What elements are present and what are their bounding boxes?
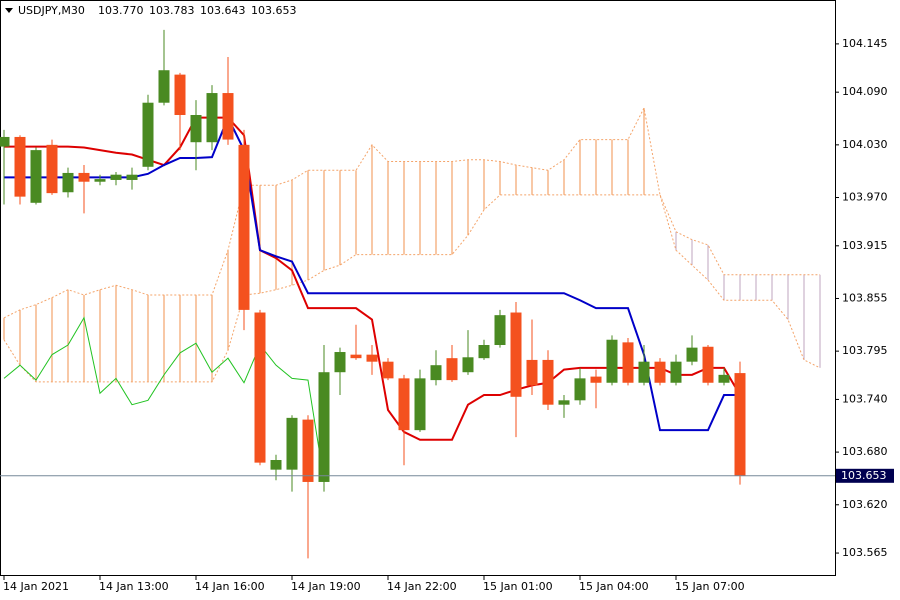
x-tick-label: 14 Jan 2021	[3, 580, 69, 593]
candle-layer	[0, 29, 746, 559]
candle-body	[366, 354, 378, 362]
cloud-span-b	[3, 194, 820, 383]
candle-body	[414, 378, 426, 431]
candle-body	[334, 352, 346, 373]
candle-body	[46, 144, 58, 194]
candle-body	[238, 144, 250, 310]
x-tick-label: 14 Jan 13:00	[99, 580, 169, 593]
y-tick-label: 104.145	[842, 37, 888, 50]
candle-body	[558, 400, 570, 405]
y-tick-label: 104.030	[842, 138, 888, 151]
cloud-layer	[3, 106, 821, 383]
candle-body	[494, 315, 506, 345]
candle-body	[0, 136, 10, 147]
candle-body	[606, 339, 618, 383]
y-tick-label: 103.680	[842, 445, 888, 458]
candle-body	[190, 115, 202, 143]
ohlc-open: 103.770	[98, 4, 144, 17]
indicator-line	[3, 316, 325, 481]
candle-body	[302, 419, 314, 482]
ohlc-close: 103.653	[251, 4, 297, 17]
candle-body	[126, 174, 138, 180]
candle-body	[382, 361, 394, 379]
candle-body	[734, 373, 746, 476]
y-tick-label: 103.740	[842, 392, 888, 405]
candle-body	[542, 359, 554, 405]
y-tick-label: 103.970	[842, 191, 888, 204]
candle-body	[110, 174, 122, 180]
candle-body	[526, 359, 538, 386]
plot-frame	[0, 0, 836, 576]
symbol: USDJPY,M30	[18, 4, 85, 17]
y-tick-label: 103.565	[842, 546, 888, 559]
candle-body	[430, 365, 442, 381]
candle-body	[574, 378, 586, 401]
candle-body	[702, 346, 714, 383]
menu-triangle	[5, 8, 13, 13]
candle-body	[350, 354, 362, 359]
y-tick-label: 103.855	[842, 291, 888, 304]
candle-body	[270, 460, 282, 470]
x-tick-label: 15 Jan 01:00	[483, 580, 553, 593]
x-tick-label: 14 Jan 16:00	[195, 580, 265, 593]
ohlc-low: 103.643	[200, 4, 246, 17]
candle-body	[142, 102, 154, 167]
x-tick-label: 14 Jan 22:00	[387, 580, 457, 593]
candle-body	[478, 345, 490, 359]
candle-body	[446, 358, 458, 381]
y-tick-label: 103.620	[842, 498, 888, 511]
candle-body	[590, 376, 602, 383]
candle-body	[158, 70, 170, 103]
candle-body	[398, 378, 410, 431]
x-tick-label: 15 Jan 07:00	[675, 580, 745, 593]
axis-layer: 104.145 104.090 104.030 103.970 103.915 103.8…	[0, 37, 894, 593]
candle-body	[14, 136, 26, 197]
ohlc-high: 103.783	[149, 4, 195, 17]
candle-body	[462, 357, 474, 373]
cloud-span-a	[3, 106, 821, 369]
x-tick-label: 14 Jan 19:00	[291, 580, 361, 593]
candle-body	[622, 342, 634, 383]
candle-body	[94, 179, 106, 182]
candle-body	[206, 93, 218, 143]
candle-body	[222, 93, 234, 140]
candle-body	[510, 312, 522, 397]
y-tick-label: 104.090	[842, 85, 888, 98]
candle-body	[686, 347, 698, 362]
candle-body	[78, 172, 90, 182]
candle-body	[718, 374, 730, 383]
last-price-label: 103.653	[841, 469, 887, 482]
candle-body	[286, 417, 298, 470]
candle-body	[254, 312, 266, 463]
candle-body	[638, 361, 650, 383]
candle-body	[318, 372, 330, 482]
candle-body	[174, 74, 186, 115]
candle-body	[62, 172, 74, 193]
y-tick-label: 103.915	[842, 239, 888, 252]
candle-body	[654, 361, 666, 383]
candle-body	[670, 361, 682, 383]
last-price-box	[836, 468, 894, 483]
candle-body	[30, 150, 42, 203]
y-tick-label: 103.795	[842, 344, 888, 357]
x-tick-label: 15 Jan 04:00	[579, 580, 649, 593]
